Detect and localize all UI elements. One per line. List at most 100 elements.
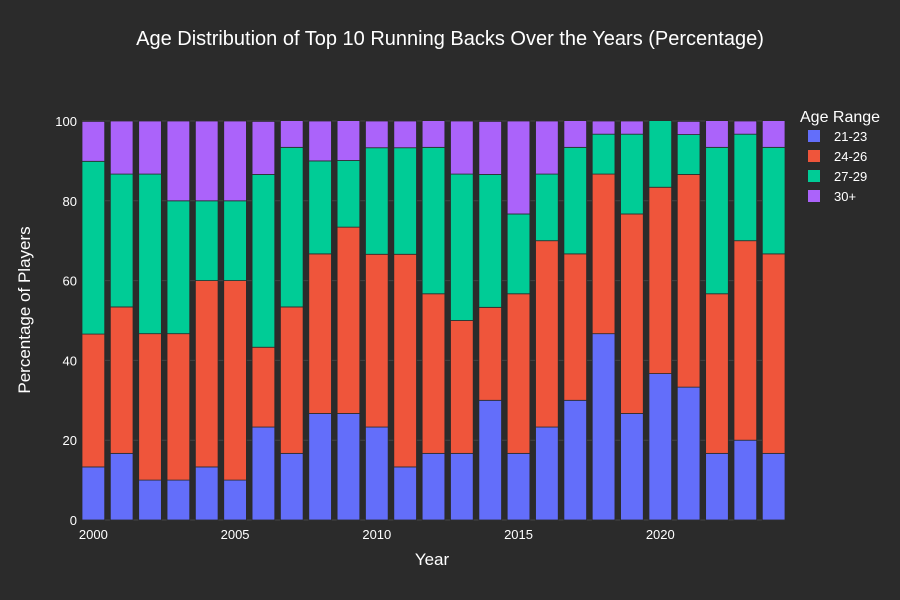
bar-2007-24-26 [280,306,304,454]
legend-label[interactable]: 24-26 [834,149,867,164]
bar-2023-21-23 [733,439,758,521]
legend-label[interactable]: 30+ [834,189,856,204]
bar-2017-24-26 [563,253,587,401]
y-tick-label: 0 [70,513,77,528]
legend-label[interactable]: 21-23 [834,129,867,144]
bar-2009-21-23 [336,413,361,521]
bar-2004-21-23 [194,466,219,521]
bar-2000-27-29 [81,160,106,335]
bar-2006-24-26 [251,346,276,428]
bar-2001-24-26 [109,306,134,454]
bar-2022-24-26 [705,293,729,454]
bar-2000-21-23 [81,466,106,521]
bar-2021-24-26 [676,174,701,388]
bar-2000-24-26 [81,333,106,468]
bar-2008-24-26 [308,253,332,414]
bar-2017-27-29 [563,146,587,255]
legend-swatch[interactable] [808,170,820,182]
bar-2004-30+ [194,120,219,202]
bar-2011-21-23 [393,466,417,521]
bar-2024-24-26 [761,253,786,454]
bar-2003-21-23 [166,479,191,521]
x-tick-label: 2015 [504,527,533,542]
bar-2019-27-29 [620,133,644,215]
bar-2022-21-23 [705,452,729,521]
bar-2012-21-23 [421,452,446,521]
bar-2002-21-23 [138,479,162,521]
bar-2013-24-26 [450,320,474,454]
bar-2015-21-23 [506,452,531,521]
bar-2002-27-29 [138,173,162,335]
bar-2010-27-29 [365,147,389,255]
bar-2004-24-26 [194,280,219,468]
bar-2019-30+ [620,120,644,135]
legend: Age Range 21-23 24-26 27-29 30+ [800,109,880,204]
x-tick-label: 2010 [362,527,391,542]
bar-2016-27-29 [535,173,559,242]
bar-2024-21-23 [761,452,786,521]
bar-2014-24-26 [478,306,502,401]
bar-2005-21-23 [223,479,247,521]
legend-label[interactable]: 27-29 [834,169,867,184]
bar-2014-27-29 [478,174,502,308]
bar-2008-21-23 [308,413,332,521]
bar-2016-30+ [535,120,559,175]
bar-2012-27-29 [421,146,446,295]
bar-2007-27-29 [280,146,304,308]
bar-2023-27-29 [733,133,758,242]
bar-2017-30+ [563,120,587,148]
bar-2021-27-29 [676,134,701,175]
y-tick-label: 20 [63,433,77,448]
bar-2012-24-26 [421,293,446,454]
bar-2021-21-23 [676,386,701,521]
x-axis-ticks: 2000 2005 2010 2015 2020 [79,527,675,542]
bar-2015-24-26 [506,293,531,454]
bar-2004-27-29 [194,200,219,282]
legend-swatch[interactable] [808,190,820,202]
legend-swatch[interactable] [808,150,820,162]
bar-2014-30+ [478,120,502,175]
bar-2009-27-29 [336,160,361,228]
bar-2023-30+ [733,120,758,135]
y-axis-ticks: 0 20 40 60 80 100 [55,114,77,528]
x-tick-label: 2005 [221,527,250,542]
bar-2006-21-23 [251,426,276,521]
bar-2020-21-23 [648,373,673,521]
y-tick-label: 100 [55,114,77,129]
y-tick-label: 60 [63,274,77,289]
bar-2003-30+ [166,120,191,202]
bar-2005-27-29 [223,200,247,282]
bar-2009-24-26 [336,226,361,414]
bar-2021-30+ [676,120,701,135]
bar-2006-27-29 [251,174,276,348]
bar-2019-24-26 [620,213,644,414]
bar-2018-21-23 [591,333,616,521]
bar-2005-30+ [223,120,247,202]
legend-title: Age Range [800,109,880,126]
y-tick-label: 80 [63,194,77,209]
bar-2015-27-29 [506,213,531,295]
bar-2001-30+ [109,120,134,175]
bar-2022-30+ [705,120,729,148]
bar-2013-27-29 [450,173,474,321]
bar-2005-24-26 [223,280,247,481]
bar-2010-30+ [365,120,389,149]
bar-2017-21-23 [563,399,587,521]
bar-2024-30+ [761,120,786,148]
bar-2011-27-29 [393,147,417,255]
bars [81,120,786,521]
bar-2014-21-23 [478,399,502,521]
bar-2008-30+ [308,120,332,162]
legend-swatch[interactable] [808,130,820,142]
bar-2016-24-26 [535,240,559,428]
bar-2009-30+ [336,120,361,161]
bar-2020-24-26 [648,186,673,374]
bar-2012-30+ [421,120,446,148]
x-axis-title: Year [415,550,450,569]
x-tick-label: 2000 [79,527,108,542]
bar-2002-30+ [138,120,162,175]
bar-2016-21-23 [535,426,559,521]
bar-2011-24-26 [393,253,417,468]
